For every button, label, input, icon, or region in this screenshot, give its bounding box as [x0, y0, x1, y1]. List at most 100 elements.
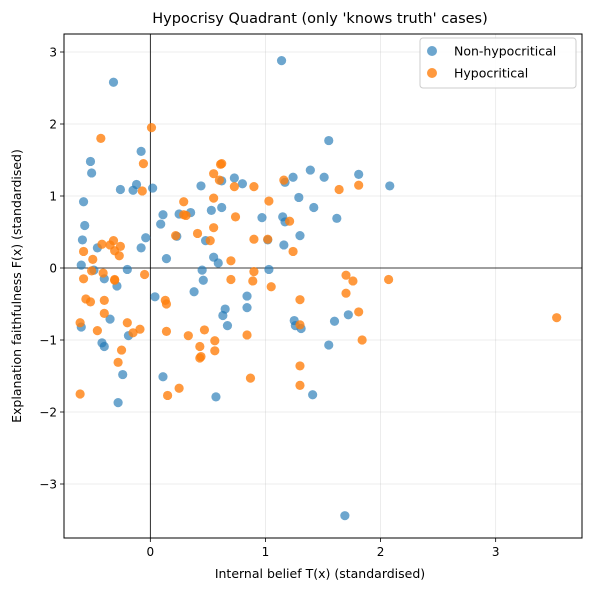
point-hypocritical [552, 313, 562, 323]
point-hypocritical [354, 180, 364, 190]
point-non-hypocritical [118, 369, 128, 380]
point-hypocritical [161, 326, 172, 336]
point-hypocritical [75, 389, 85, 399]
point-hypocritical [98, 268, 108, 278]
point-hypocritical [146, 123, 157, 133]
x-tick-label: 0 [147, 545, 155, 559]
legend: Non-hypocritical Hypocritical [419, 37, 577, 89]
point-hypocritical [210, 336, 220, 346]
point-non-hypocritical [131, 179, 142, 190]
y-tick-label: −2 [39, 406, 57, 420]
point-non-hypocritical [343, 310, 353, 320]
plot-frame [63, 33, 583, 539]
point-hypocritical [226, 256, 236, 266]
point-hypocritical [341, 288, 351, 298]
point-hypocritical [214, 175, 224, 185]
point-hypocritical [245, 373, 256, 383]
point-non-hypocritical [257, 213, 267, 223]
point-non-hypocritical [158, 372, 168, 382]
point-hypocritical [295, 380, 305, 390]
point-non-hypocritical [113, 398, 123, 408]
point-hypocritical [285, 216, 295, 226]
point-hypocritical [115, 241, 126, 251]
y-tick-label: 2 [49, 118, 57, 132]
point-non-hypocritical [198, 275, 208, 285]
point-non-hypocritical [288, 172, 298, 182]
point-hypocritical [99, 308, 109, 318]
point-non-hypocritical [213, 258, 223, 268]
point-non-hypocritical [105, 314, 115, 324]
point-hypocritical [163, 390, 173, 401]
point-hypocritical [209, 223, 219, 233]
point-non-hypocritical [242, 291, 252, 301]
point-hypocritical [135, 324, 145, 334]
point-hypocritical [85, 297, 96, 307]
point-hypocritical [78, 246, 89, 257]
y-axis-ticks: −3 −2 −1 0 1 2 3 [39, 46, 64, 492]
point-non-hypocritical [206, 205, 216, 215]
point-non-hypocritical [99, 341, 109, 352]
legend-marker-hypocritical [427, 68, 437, 78]
point-non-hypocritical [77, 235, 88, 245]
point-non-hypocritical [308, 390, 318, 400]
legend-box [419, 37, 577, 89]
grid [64, 34, 582, 538]
point-non-hypocritical [156, 219, 166, 229]
point-hypocritical [196, 351, 206, 362]
reference-lines [64, 34, 582, 538]
point-non-hypocritical [276, 56, 287, 66]
legend-marker-non-hypocritical [427, 46, 437, 56]
chart-title: Hypocrisy Quadrant (only 'knows truth' c… [152, 11, 488, 27]
point-hypocritical [161, 299, 172, 309]
point-hypocritical [171, 231, 181, 241]
point-hypocritical [108, 236, 119, 246]
point-hypocritical [122, 318, 132, 328]
point-non-hypocritical [217, 202, 227, 213]
point-hypocritical [210, 346, 220, 356]
point-hypocritical [181, 210, 191, 221]
point-non-hypocritical [385, 181, 395, 191]
point-hypocritical [279, 175, 289, 185]
point-hypocritical [209, 193, 219, 203]
y-tick-label: 3 [49, 46, 57, 60]
point-hypocritical [113, 357, 123, 367]
point-hypocritical [334, 184, 344, 195]
point-hypocritical [78, 274, 89, 284]
point-non-hypocritical [222, 321, 233, 331]
point-non-hypocritical [87, 168, 97, 178]
point-hypocritical [288, 246, 298, 257]
point-hypocritical [295, 295, 305, 305]
point-hypocritical [114, 251, 124, 261]
x-tick-label: 2 [377, 545, 385, 559]
point-non-hypocritical [78, 197, 89, 207]
point-hypocritical [87, 266, 97, 276]
point-hypocritical [341, 270, 351, 280]
y-tick-label: −1 [39, 334, 57, 348]
point-non-hypocritical [324, 135, 334, 146]
data-points [75, 56, 562, 521]
point-non-hypocritical [197, 265, 207, 275]
point-non-hypocritical [141, 233, 151, 243]
point-hypocritical [248, 276, 258, 286]
point-hypocritical [242, 330, 252, 340]
x-axis-label: Internal belief T(x) (standardised) [215, 566, 425, 581]
point-hypocritical [217, 159, 227, 169]
point-hypocritical [205, 236, 215, 246]
point-non-hypocritical [340, 511, 350, 521]
point-non-hypocritical [115, 184, 126, 195]
point-non-hypocritical [324, 340, 334, 350]
point-hypocritical [192, 228, 203, 239]
point-non-hypocritical [264, 264, 274, 275]
point-hypocritical [174, 383, 184, 393]
point-hypocritical [199, 325, 210, 335]
point-non-hypocritical [136, 146, 146, 156]
point-non-hypocritical [220, 304, 230, 314]
point-non-hypocritical [211, 392, 221, 402]
point-hypocritical [384, 274, 394, 285]
point-non-hypocritical [237, 179, 248, 189]
point-hypocritical [266, 282, 276, 292]
point-hypocritical [263, 234, 273, 244]
point-hypocritical [195, 341, 205, 352]
point-hypocritical [249, 182, 259, 192]
